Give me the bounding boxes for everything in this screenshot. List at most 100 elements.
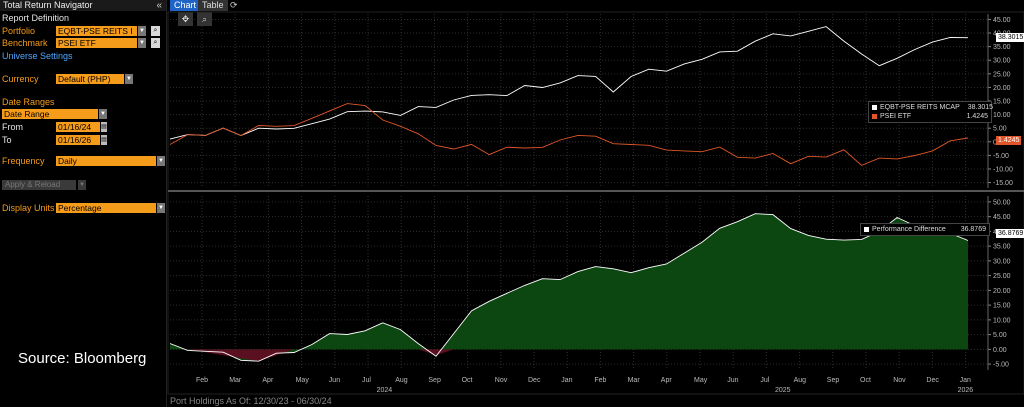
apply-dropdown-icon[interactable]: ▼ — [78, 180, 86, 190]
portfolio-dropdown-icon[interactable]: ▼ — [138, 26, 146, 36]
x-tick-label: Aug — [794, 377, 807, 384]
display-units-label: Display Units — [2, 203, 55, 213]
x-tick-label: Apr — [661, 377, 673, 384]
x-tick-label: Nov — [495, 377, 508, 384]
series-line-benchmark — [169, 103, 969, 166]
benchmark-dropdown-icon[interactable]: ▼ — [138, 38, 146, 48]
zoom-icon[interactable]: ⌕ — [197, 12, 212, 26]
y-tick-label: 15.00 — [993, 303, 1011, 310]
total-return-navigator-panel: Total Return Navigator « Report Definiti… — [0, 0, 167, 407]
tab-table[interactable]: Table — [198, 0, 228, 11]
from-date-field[interactable]: 01/16/24 — [56, 122, 100, 132]
legend-benchmark-name: PSEI ETF — [880, 113, 912, 120]
display-units-dropdown-icon[interactable]: ▼ — [157, 203, 165, 213]
x-tick-label: Apr — [262, 377, 274, 384]
y-tick-label: 10.00 — [993, 112, 1011, 119]
refresh-icon[interactable]: ⟳ — [230, 0, 238, 10]
date-ranges-heading: Date Ranges — [2, 97, 55, 107]
benchmark-search-icon[interactable]: ⌕ — [151, 38, 160, 48]
x-tick-label: Feb — [196, 377, 208, 384]
panel-title-bar: Total Return Navigator « — [0, 0, 166, 11]
to-calendar-icon[interactable]: ▤ — [101, 135, 107, 145]
x-year-label: 2025 — [775, 387, 791, 394]
diff-swatch — [864, 226, 869, 232]
x-year-label: 2026 — [958, 387, 974, 394]
x-tick-label: Feb — [594, 377, 606, 384]
x-tick-label: Mar — [628, 377, 641, 384]
currency-label: Currency — [2, 74, 39, 84]
source-label: Source: Bloomberg — [18, 350, 147, 367]
apply-reload-button[interactable]: Apply & Reload — [2, 180, 76, 190]
x-tick-label: Dec — [528, 377, 541, 384]
panel-title: Total Return Navigator — [3, 0, 93, 10]
portfolio-field[interactable]: EQBT-PSE REITS I — [56, 26, 137, 36]
display-units-field[interactable]: Percentage — [56, 203, 156, 213]
y-tick-label: 20.00 — [993, 288, 1011, 295]
from-label: From — [2, 122, 23, 132]
benchmark-last-tag: 1.4245 — [996, 136, 1022, 145]
legend-row-benchmark: PSEI ETF 1.4245 — [872, 112, 988, 121]
y-tick-label: 5.00 — [993, 126, 1007, 133]
x-tick-label: Jun — [727, 377, 738, 384]
y-tick-label: 15.00 — [993, 99, 1011, 106]
y-tick-label: 0.00 — [993, 347, 1007, 354]
legend-portfolio-name: EQBT-PSE REITS MCAP — [880, 104, 960, 111]
y-tick-label: 35.00 — [993, 44, 1011, 51]
x-tick-label: Jun — [329, 377, 340, 384]
legend-row-portfolio: EQBT-PSE REITS MCAP 38.3015 — [872, 103, 993, 112]
y-tick-label: 50.00 — [993, 199, 1011, 206]
portfolio-label: Portfolio — [2, 26, 36, 36]
x-tick-label: Jul — [362, 377, 371, 384]
y-tick-label: -5.00 — [993, 362, 1009, 369]
y-tick-label: 5.00 — [993, 332, 1007, 339]
y-tick-label: 20.00 — [993, 85, 1011, 92]
currency-field[interactable]: Default (PHP) — [56, 74, 124, 84]
series-line-performance-difference — [169, 213, 969, 362]
y-tick-label: 25.00 — [993, 71, 1011, 78]
y-tick-label: -5.00 — [993, 153, 1009, 160]
x-tick-label: May — [296, 377, 310, 384]
legend-row-diff: Performance Difference 36.8769 — [864, 225, 986, 234]
frequency-dropdown-icon[interactable]: ▼ — [157, 156, 165, 166]
chart-toolbar: Chart Table ⟳ — [168, 0, 1024, 11]
x-tick-label: Sep — [428, 377, 441, 384]
collapse-icon[interactable]: « — [156, 0, 162, 11]
from-calendar-icon[interactable]: ▤ — [101, 122, 107, 132]
chart-frame — [167, 11, 1024, 395]
y-tick-label: 25.00 — [993, 273, 1011, 280]
benchmark-swatch — [872, 113, 877, 119]
x-tick-label: May — [694, 377, 708, 384]
benchmark-label: Benchmark — [2, 38, 48, 48]
portfolio-swatch — [872, 104, 877, 110]
portfolio-last-tag: 38.3015 — [996, 33, 1024, 42]
date-range-dropdown-icon[interactable]: ▼ — [99, 109, 107, 119]
portfolio-search-icon[interactable]: ⌕ — [151, 26, 160, 36]
legend-benchmark-value: 1.4245 — [966, 113, 988, 120]
x-tick-label: Nov — [893, 377, 906, 384]
x-tick-label: Jan — [561, 377, 572, 384]
tab-chart[interactable]: Chart — [170, 0, 201, 11]
area-positive — [170, 213, 968, 362]
diff-last-tag: 36.8769 — [996, 229, 1024, 238]
to-date-field[interactable]: 01/16/26 — [56, 135, 100, 145]
date-range-field[interactable]: Date Range — [2, 109, 98, 119]
x-tick-label: Sep — [827, 377, 840, 384]
x-tick-label: Dec — [926, 377, 939, 384]
frequency-label: Frequency — [2, 156, 45, 166]
benchmark-field[interactable]: PSEI ETF — [56, 38, 137, 48]
currency-dropdown-icon[interactable]: ▼ — [125, 74, 133, 84]
universe-settings-link[interactable]: Universe Settings — [2, 51, 73, 61]
frequency-field[interactable]: Daily — [56, 156, 156, 166]
legend-bottom: Performance Difference 36.8769 — [860, 223, 990, 236]
area-negative — [170, 349, 968, 362]
y-tick-label: 35.00 — [993, 244, 1011, 251]
y-tick-label: 45.00 — [993, 17, 1011, 24]
x-tick-label: Jul — [760, 377, 769, 384]
y-tick-label: 45.00 — [993, 214, 1011, 221]
series-line-portfolio — [169, 26, 969, 140]
y-tick-label: 30.00 — [993, 58, 1011, 65]
to-label: To — [2, 135, 12, 145]
y-tick-label: 30.00 — [993, 258, 1011, 265]
legend-portfolio-value: 38.3015 — [967, 104, 994, 111]
